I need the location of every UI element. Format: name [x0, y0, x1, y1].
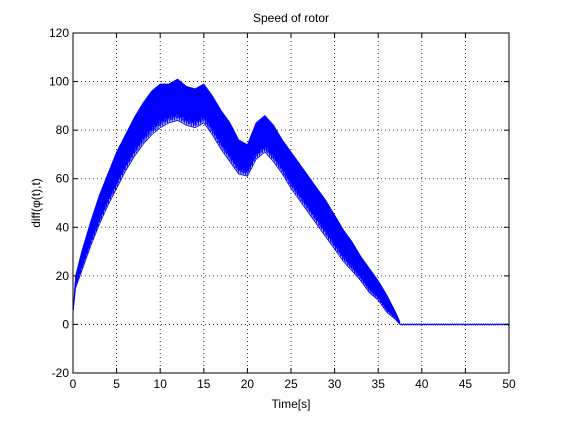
- y-tick-label: -20: [52, 366, 70, 380]
- ticks: [72, 32, 510, 374]
- x-tick-labels: 0 5 10 15 20 25 30 35 40 45 50: [70, 377, 516, 391]
- x-tick-label: 0: [70, 377, 77, 391]
- x-tick-label: 35: [372, 377, 386, 391]
- y-tick-label: 0: [62, 317, 69, 331]
- y-tick-label: 80: [56, 123, 70, 137]
- y-tick-label: 120: [49, 26, 69, 40]
- x-tick-label: 30: [328, 377, 342, 391]
- chart-title: Speed of rotor: [253, 11, 329, 25]
- x-tick-label: 10: [154, 377, 168, 391]
- x-tick-label: 20: [241, 377, 255, 391]
- series-upper-envelope: [72, 78, 401, 323]
- y-tick-label: 20: [56, 269, 70, 283]
- x-tick-label: 5: [113, 377, 120, 391]
- y-axis-label: diff(φ(t),t): [29, 178, 43, 228]
- y-tick-label: 100: [49, 75, 69, 89]
- x-axis-label: Time[s]: [272, 397, 311, 411]
- x-tick-label: 25: [284, 377, 298, 391]
- series-lower-envelope: [72, 120, 401, 325]
- y-tick-label: 60: [56, 172, 70, 186]
- y-tick-label: 40: [56, 220, 70, 234]
- x-tick-label: 40: [415, 377, 429, 391]
- x-tick-label: 45: [459, 377, 473, 391]
- y-tick-labels: -20 0 20 40 60 80 100 120: [49, 26, 69, 380]
- x-tick-label: 50: [502, 377, 516, 391]
- x-tick-label: 15: [197, 377, 211, 391]
- series-steady-state: [399, 323, 510, 326]
- series-layer: [72, 78, 510, 326]
